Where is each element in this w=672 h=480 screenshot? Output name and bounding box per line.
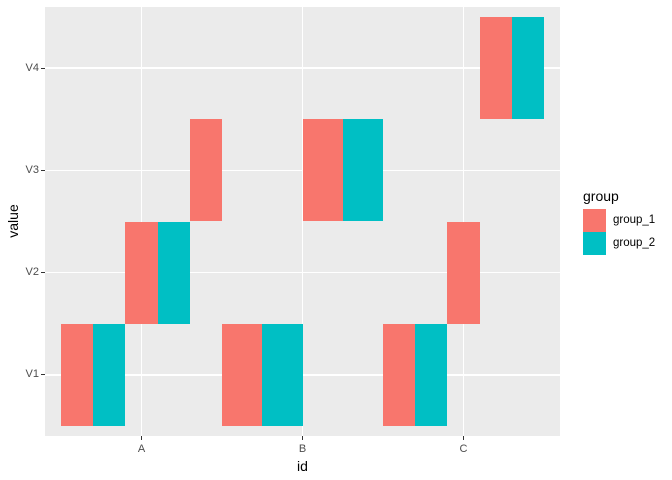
x-tick-mark-A bbox=[140, 436, 143, 440]
y-tick-label-V1: V1 bbox=[25, 368, 39, 381]
y-gridline-V2 bbox=[45, 271, 560, 274]
y-gridline-V1 bbox=[45, 373, 560, 376]
tile-A-V3-group_1 bbox=[189, 119, 223, 222]
legend-swatch-group_2 bbox=[583, 232, 606, 255]
plot-panel bbox=[45, 7, 560, 436]
y-tick-mark-V2 bbox=[41, 271, 45, 274]
x-tick-label-C: C bbox=[459, 443, 468, 455]
legend-keys: group_1 group_2 bbox=[583, 209, 672, 255]
x-axis-title: id bbox=[297, 458, 308, 474]
tile-B-V1-group_2 bbox=[262, 323, 303, 426]
y-gridline-V4 bbox=[45, 67, 560, 70]
x-tick-mark-B bbox=[301, 436, 304, 440]
tile-A-V1-group_2 bbox=[93, 323, 126, 426]
tile-B-V3-group_1 bbox=[302, 119, 343, 222]
y-tick-mark-V1 bbox=[41, 373, 45, 376]
legend-entry-group_2: group_2 bbox=[583, 232, 672, 255]
legend-label-group_2: group_2 bbox=[613, 237, 656, 249]
x-tick-label-B: B bbox=[298, 443, 307, 455]
tile-A-V2-group_1 bbox=[125, 221, 158, 324]
legend-label-group_1: group_1 bbox=[613, 214, 656, 226]
x-tick-mark-C bbox=[462, 436, 465, 440]
y-tick-label-V3: V3 bbox=[25, 163, 39, 176]
tile-A-V1-group_1 bbox=[61, 323, 94, 426]
y-tick-label-V2: V2 bbox=[25, 266, 39, 279]
y-axis-title: value bbox=[5, 204, 21, 238]
tile-C-V1-group_2 bbox=[415, 323, 448, 426]
y-tick-mark-V4 bbox=[41, 67, 45, 70]
tile-B-V3-group_2 bbox=[342, 119, 383, 222]
x-tick-label-A: A bbox=[137, 443, 146, 455]
legend-title: group bbox=[583, 188, 619, 204]
x-gridline-B bbox=[301, 7, 304, 436]
y-tick-label-V4: V4 bbox=[25, 61, 39, 74]
tile-B-V1-group_1 bbox=[222, 323, 263, 426]
tile-A-V2-group_2 bbox=[157, 221, 190, 324]
tile-C-V1-group_1 bbox=[382, 323, 416, 426]
tile-C-V2-group_1 bbox=[447, 221, 480, 324]
legend-swatch-group_1 bbox=[583, 209, 606, 232]
legend-entry-group_1: group_1 bbox=[583, 209, 672, 232]
legend: group group_1 group_2 bbox=[583, 188, 672, 255]
y-tick-mark-V3 bbox=[41, 169, 45, 172]
tile-C-V4-group_2 bbox=[511, 17, 544, 120]
tile-C-V4-group_1 bbox=[479, 17, 512, 120]
